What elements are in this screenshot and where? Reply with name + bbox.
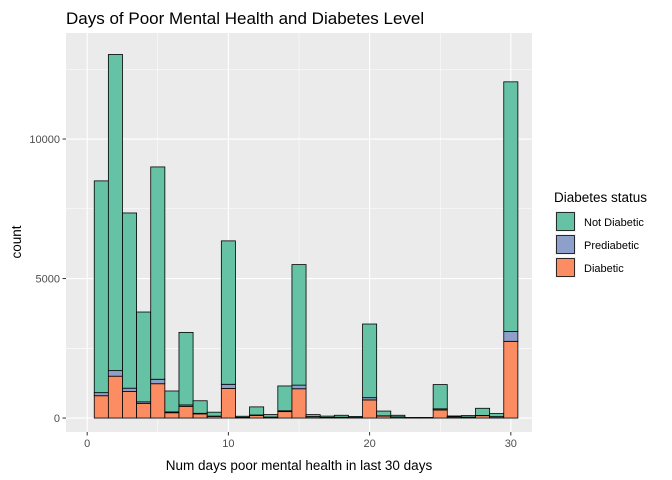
bar-not-diabetic-21: [376, 410, 392, 417]
bar-not-diabetic-10: [220, 240, 236, 385]
legend-swatch-diabetic: [556, 258, 575, 277]
legend: Diabetes status Not Diabetic Prediabetic D…: [554, 190, 647, 278]
legend-title: Diabetes status: [554, 190, 647, 205]
bar-not-diabetic-12: [249, 406, 265, 416]
bar-not-diabetic-25: [432, 384, 448, 410]
bar-diabetic-20: [362, 399, 378, 419]
bar-diabetic-1: [93, 395, 109, 419]
bar-not-diabetic-6: [164, 390, 180, 413]
bar-diabetic-2: [107, 375, 123, 419]
legend-label: Diabetic: [584, 263, 624, 275]
bars: [93, 54, 519, 419]
bar-not-diabetic-19: [348, 416, 363, 418]
bar-diabetic-7: [178, 405, 194, 419]
bar-not-diabetic-16: [305, 414, 321, 417]
bar-prediabetic-1: [93, 392, 109, 397]
bar-not-diabetic-30: [503, 81, 519, 332]
x-tick-label: 0: [84, 438, 90, 450]
x-tick-label: 20: [363, 438, 375, 450]
bar-prediabetic-2: [107, 370, 123, 377]
legend-swatch-not-diabetic: [556, 212, 575, 231]
bar-not-diabetic-5: [150, 166, 166, 380]
bar-diabetic-4: [136, 403, 152, 419]
bar-diabetic-25: [432, 409, 448, 419]
bar-not-diabetic-1: [93, 180, 109, 394]
x-tick-label: 10: [222, 438, 234, 450]
bar-diabetic-10: [220, 388, 236, 419]
legend-label: Prediabetic: [584, 240, 640, 252]
y-tick-label: 0: [54, 413, 60, 425]
bar-not-diabetic-3: [122, 212, 138, 389]
bar-not-diabetic-28: [475, 407, 491, 416]
bar-prediabetic-10: [220, 383, 236, 389]
bar-not-diabetic-29: [489, 413, 505, 418]
y-axis-label: count: [9, 225, 24, 258]
bar-not-diabetic-17: [319, 415, 335, 418]
bar-not-diabetic-26: [446, 415, 462, 418]
bar-not-diabetic-22: [390, 414, 406, 418]
bar-not-diabetic-20: [362, 323, 378, 399]
x-axis-ticks: 0 10 20 30: [84, 432, 517, 450]
bar-diabetic-3: [122, 391, 138, 419]
y-axis-ticks: 0 5000 10000: [29, 134, 66, 425]
bar-not-diabetic-4: [136, 311, 152, 403]
bar-prediabetic-15: [291, 384, 307, 390]
y-tick-label: 10000: [29, 134, 60, 146]
bar-not-diabetic-8: [192, 400, 208, 414]
bar-not-diabetic-9: [206, 411, 222, 417]
bar-diabetic-8: [192, 413, 208, 419]
legend-swatch-prediabetic: [556, 235, 575, 254]
bar-diabetic-30: [503, 340, 519, 419]
chart-title: Days of Poor Mental Health and Diabetes …: [66, 9, 424, 28]
bar-not-diabetic-11: [235, 415, 250, 418]
bar-prediabetic-30: [503, 331, 519, 342]
bar-not-diabetic-27: [460, 415, 476, 418]
bar-not-diabetic-13: [263, 414, 279, 418]
bar-diabetic-14: [277, 411, 293, 419]
y-tick-label: 5000: [36, 274, 60, 286]
x-axis-label: Num days poor mental health in last 30 d…: [166, 458, 433, 473]
legend-label: Not Diabetic: [584, 217, 644, 229]
bar-not-diabetic-7: [178, 331, 194, 406]
bar-not-diabetic-2: [107, 54, 123, 372]
bar-not-diabetic-14: [277, 385, 293, 412]
bar-prediabetic-3: [122, 387, 138, 392]
bar-not-diabetic-15: [291, 264, 307, 386]
bar-prediabetic-5: [150, 378, 166, 385]
bar-not-diabetic-18: [333, 414, 349, 418]
bar-diabetic-15: [291, 388, 307, 419]
bar-diabetic-6: [164, 412, 180, 419]
x-tick-label: 30: [505, 438, 517, 450]
bar-diabetic-5: [150, 383, 166, 419]
